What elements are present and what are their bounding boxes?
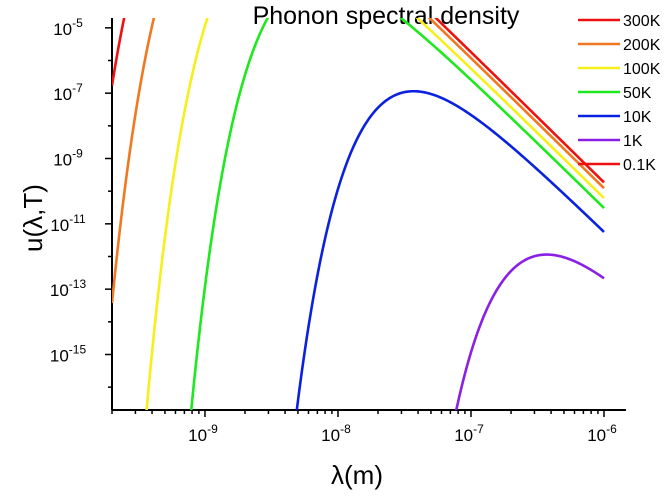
axes: 10-9 10-8 10-7 10-6 10-15 10-13 10-11 10-9 10-7 1…: [50, 16, 626, 445]
legend-label: 300K: [623, 13, 661, 30]
legend-label: 200K: [623, 37, 661, 54]
y-tick-label: 10-13: [50, 277, 87, 300]
legend-label: 50K: [623, 85, 652, 102]
y-tick-label: 10-7: [53, 81, 83, 104]
legend-label: 10K: [623, 109, 652, 126]
y-tick-label: 10-15: [50, 343, 87, 366]
series-line-200K: [112, 18, 605, 304]
x-tick-label: 10-8: [321, 422, 351, 445]
y-axis-label: u(λ,T): [18, 184, 48, 252]
series-group: [112, 18, 605, 410]
x-tick-label: 10-6: [587, 422, 617, 445]
y-tick-label: 10-11: [50, 212, 86, 235]
x-tick-label: 10-9: [188, 422, 218, 445]
legend: 300K 200K 100K 50K 10K 1K 0.1K: [578, 13, 661, 174]
series-line-100K: [145, 18, 605, 410]
series-line-10K: [295, 89, 605, 410]
series-line-50K: [189, 18, 605, 410]
series-line-1K: [454, 253, 605, 410]
y-tick-label: 10-5: [53, 16, 83, 39]
x-tick-label: 10-7: [454, 422, 484, 445]
x-axis-label: λ(m): [331, 460, 383, 490]
chart-title: Phonon spectral density: [253, 2, 520, 30]
legend-label: 1K: [623, 133, 643, 150]
legend-label: 0.1K: [623, 157, 656, 174]
legend-label: 100K: [623, 61, 661, 78]
y-tick-label: 10-9: [53, 147, 83, 170]
series-line-300K: [112, 18, 605, 184]
